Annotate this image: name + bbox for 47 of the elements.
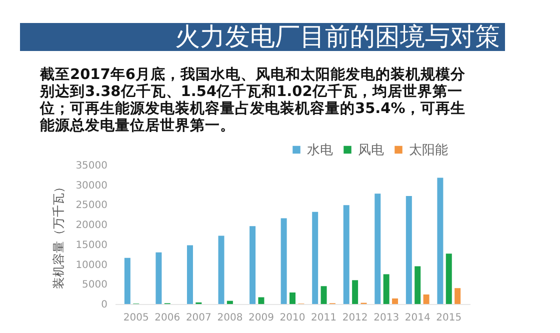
bar xyxy=(124,258,130,304)
legend-label: 水电 xyxy=(307,142,333,158)
x-tick-label: 2007 xyxy=(186,312,212,324)
bar xyxy=(423,294,430,304)
y-axis-title: 装机容量（万千瓦） xyxy=(52,181,66,289)
x-tick-label: 2009 xyxy=(248,312,274,324)
x-tick-label: 2015 xyxy=(436,312,462,324)
bar xyxy=(280,218,287,304)
x-tick-label: 2008 xyxy=(217,312,243,324)
legend-label: 太阳能 xyxy=(409,142,448,158)
y-tick-label: 0 xyxy=(101,300,108,310)
bar xyxy=(392,298,398,304)
bar xyxy=(226,300,233,304)
bar xyxy=(406,196,412,304)
bar xyxy=(218,236,224,304)
bar xyxy=(312,212,318,304)
x-tick-label: 2014 xyxy=(404,312,430,324)
chart-title: 火力发电厂目前的困境与对策 xyxy=(175,22,500,51)
chart-subtitle: 截至2017年6月底，我国水电、风电和太阳能发电的装机规模分别达到3.38亿千瓦、1.54亿千瓦和1.02亿千瓦，均居世界第一位；可再生能源发电装机容量占发电装机容量的35.4%，可再生能源总发电量位居世界第一。 xyxy=(39,65,466,134)
legend-label: 风电 xyxy=(358,142,384,158)
bar xyxy=(156,252,162,304)
bar xyxy=(343,205,350,304)
y-tick-label: 35000 xyxy=(76,160,108,172)
y-tick-label: 30000 xyxy=(76,180,108,192)
y-tick-label: 5000 xyxy=(82,280,108,291)
x-tick-label: 2012 xyxy=(342,312,368,324)
bar xyxy=(250,226,256,304)
bar xyxy=(258,297,264,304)
bar xyxy=(186,245,193,304)
x-tick-label: 2010 xyxy=(280,312,306,324)
bar xyxy=(437,178,444,304)
bar xyxy=(374,194,381,304)
x-tick-label: 2013 xyxy=(374,312,400,324)
y-tick-label: 10000 xyxy=(76,260,108,271)
x-tick-label: 2005 xyxy=(123,312,149,324)
x-tick-label: 2011 xyxy=(311,312,337,324)
bar xyxy=(446,254,452,304)
y-tick-label: 20000 xyxy=(76,220,108,232)
bar xyxy=(352,280,358,304)
y-tick-label: 25000 xyxy=(76,200,108,212)
bar xyxy=(290,292,296,304)
x-tick-label: 2006 xyxy=(154,312,180,324)
bar xyxy=(454,288,461,304)
bar xyxy=(320,286,327,304)
y-tick-label: 15000 xyxy=(76,240,108,251)
bar xyxy=(383,274,390,304)
bar xyxy=(414,266,421,304)
